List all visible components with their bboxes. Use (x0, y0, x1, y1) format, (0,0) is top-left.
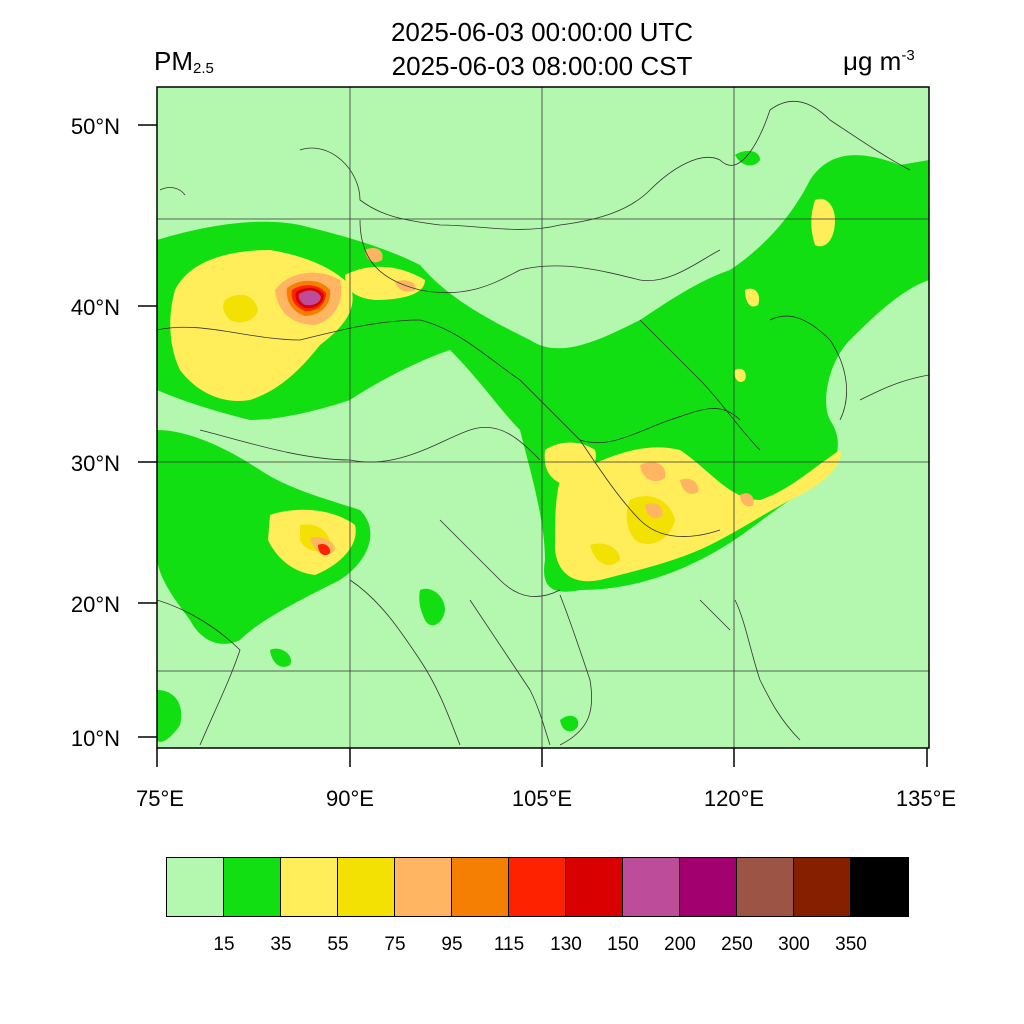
lon-label-120e: 120°E (703, 786, 765, 811)
lat-label-10n: 10°N (70, 726, 120, 751)
colorbar-label: 130 (550, 934, 582, 955)
lon-label-90e: 90°E (326, 786, 374, 811)
colorbar-label: 95 (441, 934, 463, 955)
colorbar-label: 35 (270, 934, 292, 955)
colorbar-label: 75 (384, 934, 406, 955)
colorbar-label: 350 (835, 934, 867, 955)
colorbar-swatch (452, 858, 509, 916)
colorbar-label: 200 (664, 934, 696, 955)
units-main: μg m (843, 46, 902, 76)
colorbar-swatch (167, 858, 224, 916)
variable-name-subscript: 2.5 (193, 60, 214, 77)
colorbar-swatch (509, 858, 566, 916)
colorbar-swatch (623, 858, 680, 916)
colorbar-swatch (566, 858, 623, 916)
pm25-band-150-200 (298, 290, 321, 306)
lon-label-75e: 75°E (136, 786, 184, 811)
boundary-lines (157, 101, 929, 746)
colorbar-swatch (338, 858, 395, 916)
time-cst-title: 2025-06-03 08:00:00 CST (391, 51, 693, 81)
variable-name: PM2.5 (154, 48, 214, 76)
units-label: μg m-3 (843, 48, 915, 74)
lat-label-20n: 20°N (70, 592, 120, 617)
variable-name-main: PM (154, 46, 193, 76)
colorbar-swatch (281, 858, 338, 916)
units-exponent: -3 (901, 47, 915, 64)
pm25-band-35-55 (170, 198, 841, 582)
colorbar-swatch (851, 858, 908, 916)
colorbar-label: 55 (327, 934, 349, 955)
grid-lines (157, 87, 929, 748)
colorbar-swatch (224, 858, 281, 916)
colorbar-swatch (794, 858, 851, 916)
colorbar-swatch (737, 858, 794, 916)
axis-ticks (138, 124, 928, 767)
colorbar-label: 250 (721, 934, 753, 955)
pm25-field (157, 87, 929, 748)
colorbar-label: 300 (778, 934, 810, 955)
colorbar-swatch (395, 858, 452, 916)
lon-label-105e: 105°E (511, 786, 573, 811)
time-utc-title: 2025-06-03 00:00:00 UTC (390, 17, 694, 47)
plot-frame (156, 86, 930, 749)
lon-label-135e: 135°E (895, 786, 957, 811)
colorbar-label: 150 (607, 934, 639, 955)
colorbar-label: 15 (213, 934, 235, 955)
lat-label-30n: 30°N (70, 451, 120, 476)
colorbar-swatch (680, 858, 737, 916)
colorbar-label: 115 (493, 934, 525, 955)
lat-label-50n: 50°N (70, 114, 120, 139)
lat-label-40n: 40°N (70, 295, 120, 320)
colorbar (166, 857, 909, 917)
